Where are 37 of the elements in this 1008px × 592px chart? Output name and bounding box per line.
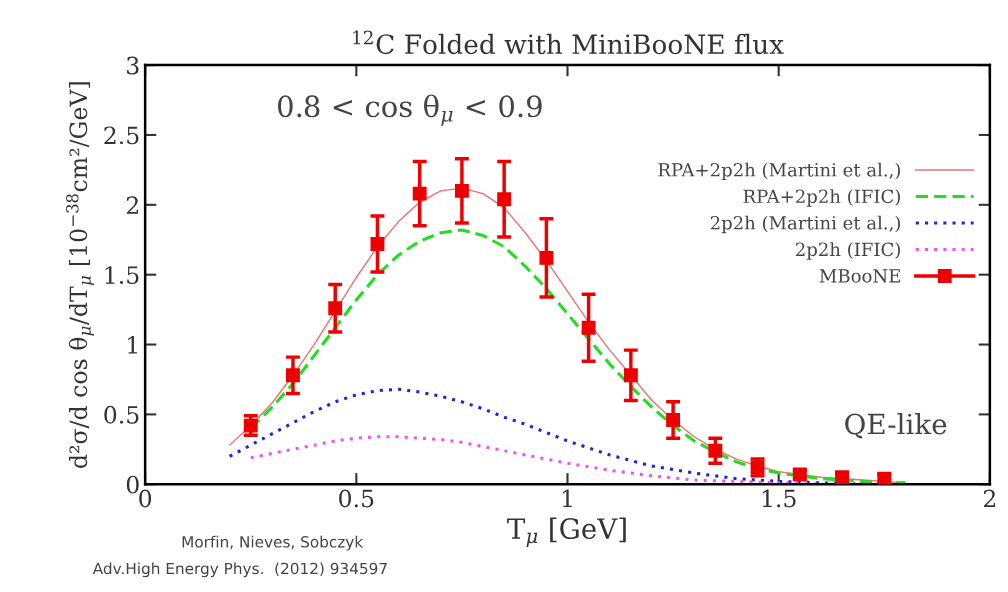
y-tick-label: 1.5 bbox=[105, 266, 139, 284]
y-tick-label: 2.5 bbox=[104, 126, 139, 145]
legend-label: 2p2h (IFIC) bbox=[796, 242, 900, 260]
annotation: QE-like bbox=[845, 413, 947, 439]
x-tick-label: 0.5 bbox=[339, 489, 374, 508]
point bbox=[623, 368, 638, 383]
point bbox=[581, 320, 596, 335]
x-tick-label: 1 bbox=[562, 489, 572, 508]
x-axis-title: T$_{μ}$ [GeV] bbox=[507, 517, 626, 547]
point bbox=[497, 192, 512, 207]
text: Morfin, Nieves, Sobczyk bbox=[182, 535, 364, 551]
y-axis-title: d²σ/d cos θ$_{μ}$/dT$_{μ}$ [10$^{−38}$cm²/GeV] bbox=[66, 82, 95, 468]
y-tick-label: 0 bbox=[126, 475, 139, 494]
y-tick-label: 3 bbox=[127, 56, 139, 75]
point bbox=[412, 186, 427, 201]
chart-title: $^{12}$C Folded with MiniBooNE flux bbox=[353, 30, 784, 55]
y-tick-label: 2 bbox=[126, 196, 138, 214]
annotation: 0.8 < cos θ$_{μ}$ < 0.9 bbox=[278, 94, 542, 126]
y-tick-label: 0.5 bbox=[104, 405, 139, 424]
point bbox=[708, 443, 723, 458]
point bbox=[666, 413, 681, 427]
point bbox=[370, 237, 385, 251]
point bbox=[328, 301, 343, 316]
point bbox=[454, 183, 469, 198]
point bbox=[286, 368, 300, 383]
point bbox=[539, 250, 554, 265]
legend-label: RPA+2p2h (IFIC) bbox=[743, 189, 900, 207]
text: Adv.High Energy Phys. (2012) 934597 bbox=[92, 562, 387, 578]
legend-label: RPA+2p2h (Martini et al.,) bbox=[658, 162, 900, 181]
x-tick-label: 2 bbox=[983, 489, 996, 508]
x-tick-label: 1.5 bbox=[762, 489, 796, 508]
point bbox=[835, 470, 849, 485]
point bbox=[243, 418, 258, 433]
y-tick-label: 1 bbox=[128, 335, 137, 354]
legend-label: MBooNE bbox=[819, 269, 900, 283]
x-tick-label: 0 bbox=[139, 489, 152, 508]
legend-label: 2p2h (Martini et al.,) bbox=[710, 215, 900, 234]
